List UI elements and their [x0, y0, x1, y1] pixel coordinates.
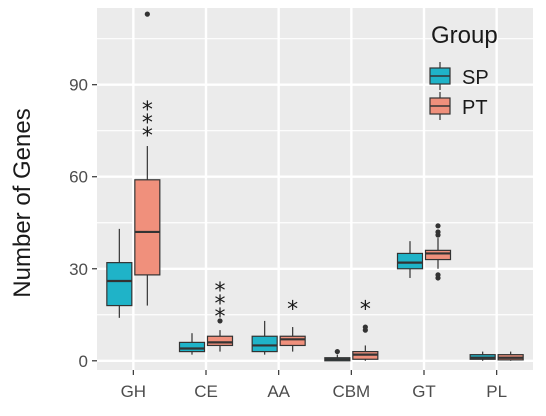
box-PT-GT — [424, 223, 452, 281]
significance-mark: * — [360, 298, 371, 323]
box-series — [106, 11, 524, 362]
significance-mark: * — [142, 98, 153, 123]
box-SP-PL — [469, 351, 496, 361]
legend-title: Group — [431, 22, 498, 49]
outlier-point — [334, 348, 340, 355]
box-body — [134, 179, 161, 276]
grid-lines — [97, 8, 533, 370]
x-tick-label: AA — [267, 382, 290, 401]
legend-item-PT: PT — [429, 92, 488, 120]
outlier-point — [435, 229, 441, 235]
significance-mark: * — [215, 292, 226, 317]
significance-annotations: ****** * * — [142, 98, 371, 330]
box-body — [178, 341, 206, 353]
y-tick-label: 90 — [69, 76, 88, 95]
significance-mark: * — [215, 279, 226, 304]
y-tick-label: 60 — [69, 168, 88, 187]
significance-mark: * — [215, 305, 226, 330]
box-body — [424, 249, 452, 261]
y-axis-title: Number of Genes — [9, 108, 36, 297]
legend-item-SP: SP — [429, 62, 489, 90]
outlier-point — [435, 223, 441, 229]
x-tick-label: CBM — [332, 382, 370, 401]
box-PT-AA — [279, 327, 306, 352]
legend-label: SP — [462, 67, 489, 89]
outlier-point — [217, 318, 223, 324]
significance-mark: * — [287, 298, 298, 323]
box-SP-CBM — [324, 348, 351, 362]
legend-label: PT — [462, 97, 488, 119]
plot-background — [97, 8, 533, 370]
x-tick-label: CE — [194, 382, 218, 401]
box-SP-GT — [396, 241, 424, 278]
y-tick-label: 30 — [69, 260, 88, 279]
y-tick-label: 0 — [79, 352, 88, 371]
box-body — [206, 335, 234, 347]
box-PT-CE — [206, 318, 234, 352]
x-tick-label: PL — [486, 382, 507, 401]
x-axis: GH CE AA CBM GT PL — [121, 370, 507, 401]
x-tick-label: GH — [121, 382, 147, 401]
box-body — [279, 335, 306, 347]
x-tick-label: GT — [412, 382, 436, 401]
box-body — [396, 252, 424, 270]
outlier-point — [362, 324, 368, 330]
significance-mark: * — [142, 124, 153, 149]
significance-mark: * — [142, 111, 153, 136]
box-PT-CBM — [352, 324, 379, 361]
box-body — [106, 262, 133, 307]
legend: Group SP PT — [429, 22, 498, 120]
box-PT-PL — [497, 351, 524, 361]
box-PT-GH — [134, 11, 161, 306]
y-axis: 0 30 60 90 — [69, 76, 97, 371]
box-SP-GH — [106, 228, 133, 318]
box-body — [251, 335, 278, 353]
outlier-point — [435, 272, 441, 278]
box-SP-CE — [178, 333, 206, 355]
box-SP-AA — [251, 320, 278, 355]
outlier-point — [144, 11, 150, 17]
